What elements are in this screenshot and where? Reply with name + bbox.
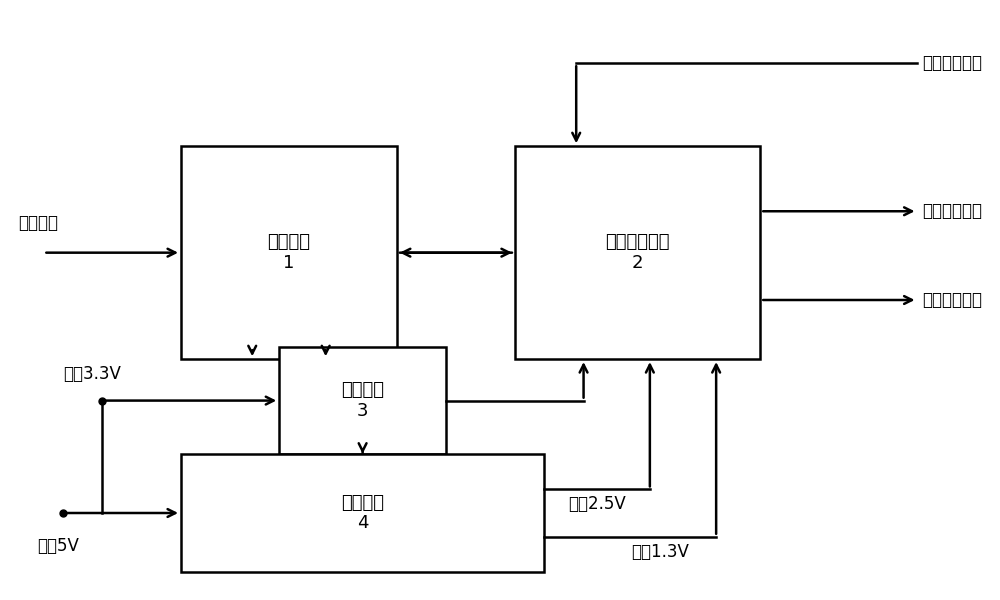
Text: 时钟单元
3: 时钟单元 3 xyxy=(341,381,384,420)
FancyBboxPatch shape xyxy=(181,454,544,572)
Text: 供电单元
4: 供电单元 4 xyxy=(341,494,384,532)
Text: 模拟信号输出: 模拟信号输出 xyxy=(922,291,982,309)
Text: 直涁1.3V: 直涁1.3V xyxy=(631,542,689,560)
Text: 直涁2.5V: 直涁2.5V xyxy=(568,495,626,513)
FancyBboxPatch shape xyxy=(181,146,397,359)
Text: 数据速率时钟: 数据速率时钟 xyxy=(922,202,982,220)
Text: 直涁3.3V: 直涁3.3V xyxy=(64,365,121,383)
Text: 外部指令: 外部指令 xyxy=(19,214,59,232)
FancyBboxPatch shape xyxy=(515,146,760,359)
Text: 配置单元
1: 配置单元 1 xyxy=(267,233,310,272)
Text: 数字信号输入: 数字信号输入 xyxy=(922,55,982,73)
Text: 直涁5V: 直涁5V xyxy=(37,536,79,554)
Text: 数模转换单元
2: 数模转换单元 2 xyxy=(605,233,670,272)
FancyBboxPatch shape xyxy=(279,347,446,454)
